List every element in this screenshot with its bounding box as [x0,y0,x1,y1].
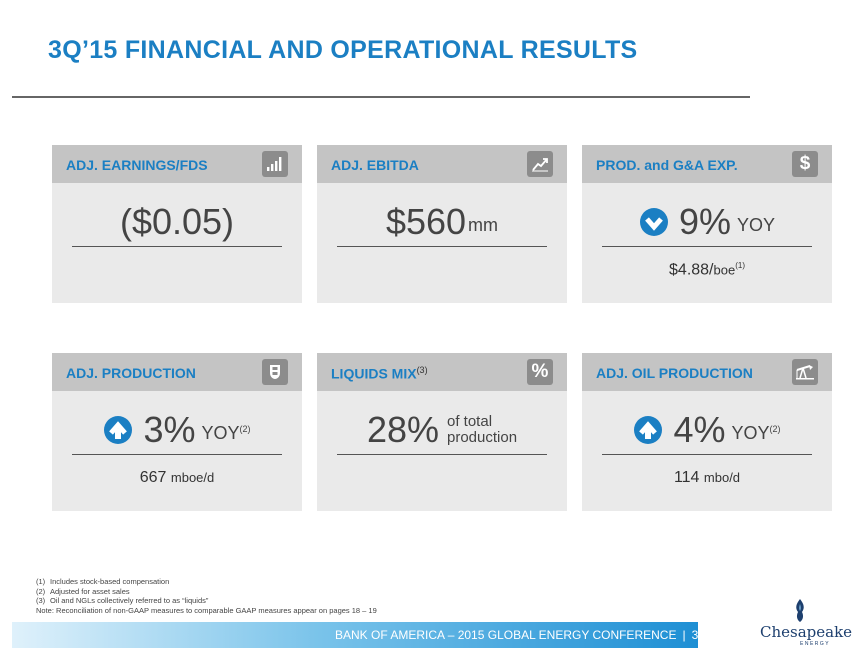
card-main-value: ($0.05) [72,197,282,247]
card-main-value: 9% YOY [602,197,812,247]
card-title: PROD. and G&A EXP. [596,157,738,173]
card-title: ADJ. PRODUCTION [66,365,196,381]
prod-exp-change: 9% [678,200,731,242]
ebitda-value: $560 [385,200,467,242]
card-main-value: 4% YOY(2) [602,405,812,455]
yoy-label: YOY(2) [201,423,251,443]
oil-pump-icon [792,359,818,385]
yoy-label: YOY [737,215,776,235]
footnote: (3) Oil and NGLs collectively referred to… [36,596,209,605]
footer-bar [12,622,698,648]
card-header: ADJ. OIL PRODUCTION [582,353,832,391]
card-header: ADJ. EBITDA [317,145,567,183]
earnings-value: ($0.05) [119,200,235,242]
card-header: PROD. and G&A EXP. $ [582,145,832,183]
card-sub-value: 667 mboe/d [139,469,215,486]
card-title: ADJ. EARNINGS/FDS [66,157,208,173]
footnote: (2) Adjusted for asset sales [36,586,130,596]
card-sub-value: $4.88/boe(1) [669,261,745,279]
card-header: LIQUIDS MIX(3) % [317,353,567,391]
percent-icon: % [527,359,553,385]
dollar-icon: $ [792,151,818,177]
page-title: 3Q’15 FINANCIAL AND OPERATIONAL RESULTS [48,36,638,64]
card-main-value: 28% of total production [337,405,547,455]
up-arrow-icon [104,415,133,444]
card-adj-oil-production: ADJ. OIL PRODUCTION 4% YOY(2) 114 mbo/d [582,353,832,511]
liquids-mix-value: 28% [366,408,439,450]
card-sub-value: 114 mbo/d [673,469,741,486]
production-change: 3% [143,408,196,450]
card-adj-earnings: ADJ. EARNINGS/FDS ($0.05) [52,145,302,303]
title-divider [12,96,750,98]
card-adj-production: ADJ. PRODUCTION 3% YOY(2) 667 mboe/d [52,353,302,511]
line-chart-icon [527,151,553,177]
bar-chart-icon [262,151,288,177]
page-number: 3 [691,628,699,642]
card-liquids-mix: LIQUIDS MIX(3) % 28% of total production [317,353,567,511]
footnote: (1) Includes stock-based compensation [36,577,170,586]
logo-subtext: ENERGY [800,641,831,647]
yoy-label: YOY(2) [731,423,781,443]
card-header: ADJ. PRODUCTION [52,353,302,391]
card-adj-ebitda: ADJ. EBITDA $560 mm [317,145,567,303]
ebitda-unit: mm [468,215,499,235]
card-title: ADJ. EBITDA [331,157,419,173]
logo-wordmark: Chesapeake [760,623,853,641]
footer-text: BANK OF AMERICA – 2015 GLOBAL ENERGY CON… [335,628,699,642]
footnote: Note: Reconciliation of non-GAAP measure… [36,605,377,615]
card-main-value: $560 mm [337,197,547,247]
card-title: LIQUIDS MIX(3) [331,365,428,382]
oil-production-change: 4% [673,408,726,450]
liquids-mix-caption: of total production [447,412,518,446]
down-arrow-icon [639,207,668,236]
card-main-value: 3% YOY(2) [72,405,282,455]
footnotes: (1) Includes stock-based compensation (2)… [36,577,377,615]
card-prod-ga-exp: PROD. and G&A EXP. $ 9% YOY $4.88/boe(1) [582,145,832,303]
gas-tank-icon [262,359,288,385]
up-arrow-icon [634,415,663,444]
card-title: ADJ. OIL PRODUCTION [596,365,753,381]
card-header: ADJ. EARNINGS/FDS [52,145,302,183]
chesapeake-logo-icon [796,599,804,622]
